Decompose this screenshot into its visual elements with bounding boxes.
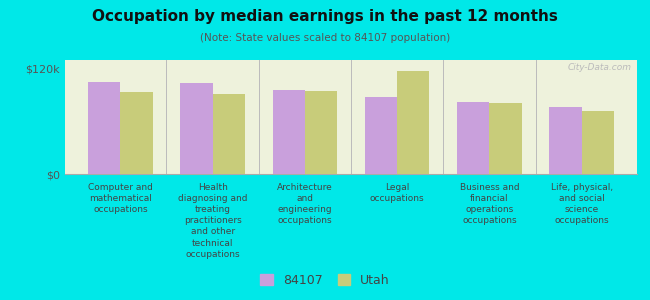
Text: Occupation by median earnings in the past 12 months: Occupation by median earnings in the pas…: [92, 9, 558, 24]
Text: (Note: State values scaled to 84107 population): (Note: State values scaled to 84107 popu…: [200, 33, 450, 43]
Bar: [88, 82, 120, 174]
Legend: 84107, Utah: 84107, Utah: [257, 270, 393, 291]
Text: Architecture
and
engineering
occupations: Architecture and engineering occupations: [277, 183, 333, 225]
Bar: [365, 97, 397, 174]
Text: Business and
financial
operations
occupations: Business and financial operations occupa…: [460, 183, 519, 225]
Bar: [582, 111, 614, 174]
Text: Legal
occupations: Legal occupations: [370, 183, 424, 203]
Bar: [549, 107, 582, 174]
Bar: [180, 83, 213, 174]
Bar: [489, 103, 522, 174]
Bar: [397, 70, 430, 174]
Text: Health
diagnosing and
treating
practitioners
and other
technical
occupations: Health diagnosing and treating practitio…: [178, 183, 248, 259]
Text: Computer and
mathematical
occupations: Computer and mathematical occupations: [88, 183, 153, 214]
Text: City-Data.com: City-Data.com: [567, 63, 631, 72]
Bar: [213, 94, 245, 174]
Bar: [120, 92, 153, 174]
Bar: [272, 90, 305, 174]
Bar: [305, 91, 337, 174]
Text: Life, physical,
and social
science
occupations: Life, physical, and social science occup…: [551, 183, 613, 225]
Bar: [457, 102, 489, 174]
